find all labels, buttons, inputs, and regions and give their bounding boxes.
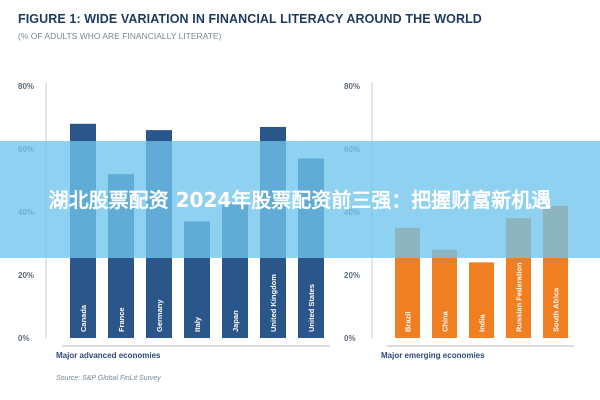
promo-banner-text: 湖北股票配资 2024年股票配资前三强：把握财富新机遇 xyxy=(48,187,552,212)
advanced-category-label-italy: Italy xyxy=(193,316,202,332)
advanced-category-label-japan: Japan xyxy=(231,310,240,332)
emerging-group-label: Major emerging economies xyxy=(381,351,485,360)
emerging-category-label-south-africa: South Africa xyxy=(552,287,561,332)
advanced-y-tick-1: 20% xyxy=(18,271,34,280)
emerging-category-label-brazil: Brazil xyxy=(404,312,413,332)
advanced-group-label: Major advanced economies xyxy=(56,351,161,360)
advanced-y-tick-0: 0% xyxy=(18,334,30,343)
figure-title: FIGURE 1: WIDE VARIATION IN FINANCIAL LI… xyxy=(18,12,482,26)
advanced-category-label-united-states: United States xyxy=(307,284,316,332)
promo-banner[interactable]: 湖北股票配资 2024年股票配资前三强：把握财富新机遇 xyxy=(0,141,600,258)
emerging-y-tick-0: 0% xyxy=(344,334,356,343)
figure-subtitle: (% OF ADULTS WHO ARE FINANCIALLY LITERAT… xyxy=(18,31,222,41)
emerging-category-label-russian-federation: Russian Federation xyxy=(515,262,524,332)
emerging-category-label-china: China xyxy=(441,310,450,332)
advanced-category-label-united-kingdom: United Kingdom xyxy=(269,274,278,332)
emerging-category-label-india: India xyxy=(478,314,487,332)
source-note: Source: S&P Global FinLit Survey xyxy=(56,375,161,382)
emerging-bar-india xyxy=(469,262,494,338)
advanced-y-tick-4: 80% xyxy=(18,82,34,91)
emerging-bar-china xyxy=(432,249,457,338)
advanced-category-label-germany: Germany xyxy=(155,299,164,332)
advanced-category-label-canada: Canada xyxy=(79,304,88,332)
emerging-y-tick-1: 20% xyxy=(344,271,360,280)
advanced-category-label-france: France xyxy=(117,307,126,332)
emerging-y-tick-4: 80% xyxy=(344,82,360,91)
